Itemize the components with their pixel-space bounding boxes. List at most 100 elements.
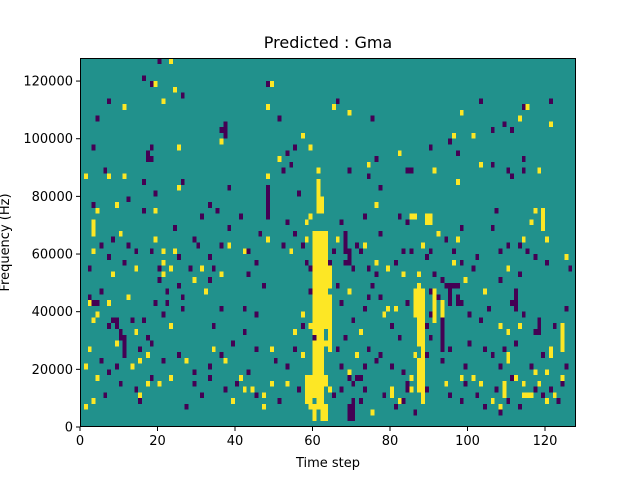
- heatmap-cell-low: [142, 207, 146, 214]
- heatmap-cell-low: [521, 104, 526, 110]
- heatmap-cell-low: [498, 248, 503, 255]
- heatmap-cell-low: [533, 328, 538, 335]
- heatmap-cell-high: [347, 369, 352, 376]
- heatmap-cell-high: [145, 352, 150, 358]
- heatmap-cell-low: [459, 225, 464, 231]
- heatmap-cell-high: [355, 352, 360, 358]
- heatmap-cell-high: [153, 81, 158, 87]
- heatmap-cell-low: [114, 323, 119, 329]
- heatmap-cell-high: [300, 132, 305, 139]
- heatmap-cell-high: [176, 144, 181, 151]
- heatmap-cell-low: [277, 115, 282, 122]
- chart-title: Predicted : Gma: [264, 33, 392, 52]
- y-tick-label: 60000: [32, 248, 73, 263]
- heatmap-cell-low: [355, 242, 360, 249]
- heatmap-cell-low: [444, 282, 449, 289]
- heatmap-cell-low: [533, 254, 538, 260]
- heatmap-cell-high: [87, 300, 92, 306]
- heatmap-cell-low: [498, 277, 503, 283]
- heatmap-cell-low: [266, 184, 270, 220]
- heatmap-cell-low: [266, 81, 270, 87]
- heatmap-cell-low: [405, 219, 410, 226]
- heatmap-cell-high: [459, 109, 464, 116]
- heatmap-cell-high: [506, 328, 511, 335]
- heatmap-cell-low: [521, 311, 526, 318]
- heatmap-cell-high: [145, 380, 150, 387]
- heatmap-cell-high: [285, 380, 290, 387]
- heatmap-cell-low: [207, 375, 212, 381]
- heatmap-cell-low: [455, 282, 460, 289]
- heatmap-cell-high: [320, 230, 325, 422]
- heatmap-cell-low: [347, 403, 352, 422]
- heatmap-cell-high: [91, 398, 96, 404]
- heatmap-cell-low: [157, 265, 162, 272]
- heatmap-cell-high: [541, 207, 546, 231]
- heatmap-cell-low: [343, 230, 348, 255]
- heatmap-cell-low: [130, 317, 135, 324]
- heatmap-cell-low: [366, 173, 371, 180]
- heatmap-cell-high: [463, 277, 468, 283]
- heatmap-cell-low: [289, 161, 294, 168]
- heatmap-cell-low: [413, 409, 418, 416]
- heatmap-cell-low: [362, 386, 367, 393]
- heatmap-cell-low: [339, 386, 344, 393]
- heatmap-cell-low: [541, 392, 546, 399]
- y-tick-label: 80000: [32, 190, 73, 205]
- heatmap-cell-low: [91, 300, 96, 306]
- heatmap-cell-high: [91, 225, 96, 231]
- heatmap-cell-low: [242, 305, 247, 312]
- heatmap-cell-low: [118, 380, 123, 387]
- heatmap-cell-low: [510, 375, 515, 381]
- heatmap-cell-low: [118, 328, 123, 335]
- heatmap-cell-high: [386, 265, 391, 272]
- heatmap-cell-low: [490, 127, 495, 133]
- heatmap-cell-high: [173, 248, 177, 255]
- heatmap-cell-low: [145, 156, 150, 162]
- heatmap-cell-high: [502, 380, 507, 399]
- heatmap-cell-low: [370, 282, 375, 289]
- heatmap-cell-low: [564, 305, 569, 312]
- heatmap-cell-high: [308, 375, 313, 381]
- heatmap-cell-low: [122, 340, 127, 347]
- heatmap-cell-low: [87, 265, 92, 272]
- heatmap-cell-low: [111, 236, 115, 243]
- heatmap-cell-low: [347, 248, 352, 255]
- heatmap-cell-high: [362, 242, 367, 249]
- heatmap-cell-high: [545, 369, 549, 376]
- heatmap-cell-high: [328, 294, 332, 353]
- heatmap-cell-high: [506, 265, 511, 272]
- heatmap-cell-low: [401, 398, 406, 404]
- heatmap-cell-low: [545, 259, 549, 266]
- heatmap-cell-low: [134, 248, 139, 255]
- x-axis-label: Time step: [295, 456, 360, 471]
- heatmap-cell-low: [455, 150, 460, 157]
- x-tick-label: 40: [227, 434, 244, 449]
- heatmap-cell-low: [541, 352, 546, 358]
- heatmap-cell-high: [533, 207, 538, 214]
- heatmap-cell-high: [312, 311, 317, 399]
- heatmap-cell-low: [455, 294, 460, 306]
- heatmap-cell-high: [328, 386, 332, 393]
- heatmap-cell-high: [157, 380, 162, 387]
- heatmap-cell-low: [351, 265, 356, 272]
- heatmap-cell-high: [176, 184, 181, 191]
- heatmap-cell-high: [312, 403, 317, 422]
- heatmap-cell-high: [521, 392, 526, 399]
- heatmap-cell-high: [529, 392, 534, 399]
- heatmap-cell-low: [510, 127, 515, 133]
- heatmap-cell-high: [227, 242, 232, 249]
- heatmap-cell-low: [405, 300, 410, 306]
- heatmap-cell-low: [409, 248, 414, 255]
- heatmap-cell-high: [324, 230, 329, 255]
- heatmap-cell-low: [254, 392, 259, 399]
- heatmap-cell-high: [490, 398, 495, 404]
- y-tick-label: 20000: [32, 363, 73, 378]
- heatmap-cell-high: [390, 392, 394, 399]
- heatmap-cell-low: [428, 334, 433, 341]
- heatmap-cell-high: [366, 161, 371, 168]
- heatmap-cell-high: [184, 357, 189, 364]
- heatmap-cell-low: [122, 259, 127, 266]
- heatmap-cell-low: [87, 294, 92, 301]
- heatmap-cell-low: [424, 352, 429, 358]
- heatmap-cell-high: [153, 207, 158, 214]
